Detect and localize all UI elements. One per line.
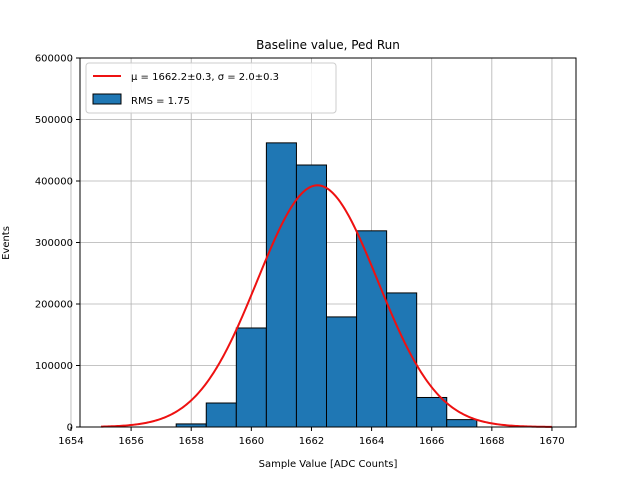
y-tick-label: 500000 <box>35 115 73 126</box>
gaussian-fit <box>101 184 552 428</box>
chart-title: Baseline value, Ped Run <box>256 38 400 52</box>
x-tick-label: 1654 <box>58 436 83 447</box>
y-axis-ticks: 0 100000 200000 300000 400000 500000 600000 <box>35 54 80 434</box>
histogram-bar <box>295 164 327 428</box>
y-tick-label: 200000 <box>35 300 73 311</box>
y-tick-label: 0 <box>67 423 73 434</box>
x-tick-label: 1660 <box>239 436 264 447</box>
x-axis-label: Sample Value [ADC Counts] <box>259 459 398 470</box>
legend-box <box>85 62 337 114</box>
histogram-bar <box>416 396 448 428</box>
histogram-bars <box>175 142 478 428</box>
legend-hist-label: RMS = 1.75 <box>131 96 190 107</box>
y-tick-label: 400000 <box>35 177 73 188</box>
histogram-bar <box>325 316 358 428</box>
x-tick-label: 1666 <box>419 436 444 447</box>
y-axis-label: Events <box>1 226 12 260</box>
y-tick-label: 600000 <box>35 54 73 65</box>
y-tick-label: 300000 <box>35 238 73 249</box>
histogram-bar <box>356 230 388 428</box>
x-tick-label: 1662 <box>299 436 324 447</box>
legend-hist-swatch <box>92 93 122 105</box>
x-tick-label: 1656 <box>118 436 143 447</box>
histogram-bar <box>446 419 478 428</box>
histogram-bar <box>205 402 237 428</box>
legend: μ = 1662.2±0.3, σ = 2.0±0.3 RMS = 1.75 <box>85 62 337 114</box>
x-axis-ticks: 1654 1656 1658 1660 1662 1664 1666 1668 1670 <box>58 427 565 447</box>
histogram-bar <box>265 142 297 428</box>
x-tick-label: 1664 <box>359 436 384 447</box>
x-tick-label: 1658 <box>178 436 203 447</box>
histogram-bar <box>386 292 418 428</box>
legend-fit-label: μ = 1662.2±0.3, σ = 2.0±0.3 <box>131 72 279 83</box>
x-tick-label: 1670 <box>539 436 564 447</box>
y-tick-label: 100000 <box>35 361 73 372</box>
x-tick-label: 1668 <box>479 436 504 447</box>
histogram-bar <box>235 327 267 428</box>
fit-curve <box>101 184 552 428</box>
